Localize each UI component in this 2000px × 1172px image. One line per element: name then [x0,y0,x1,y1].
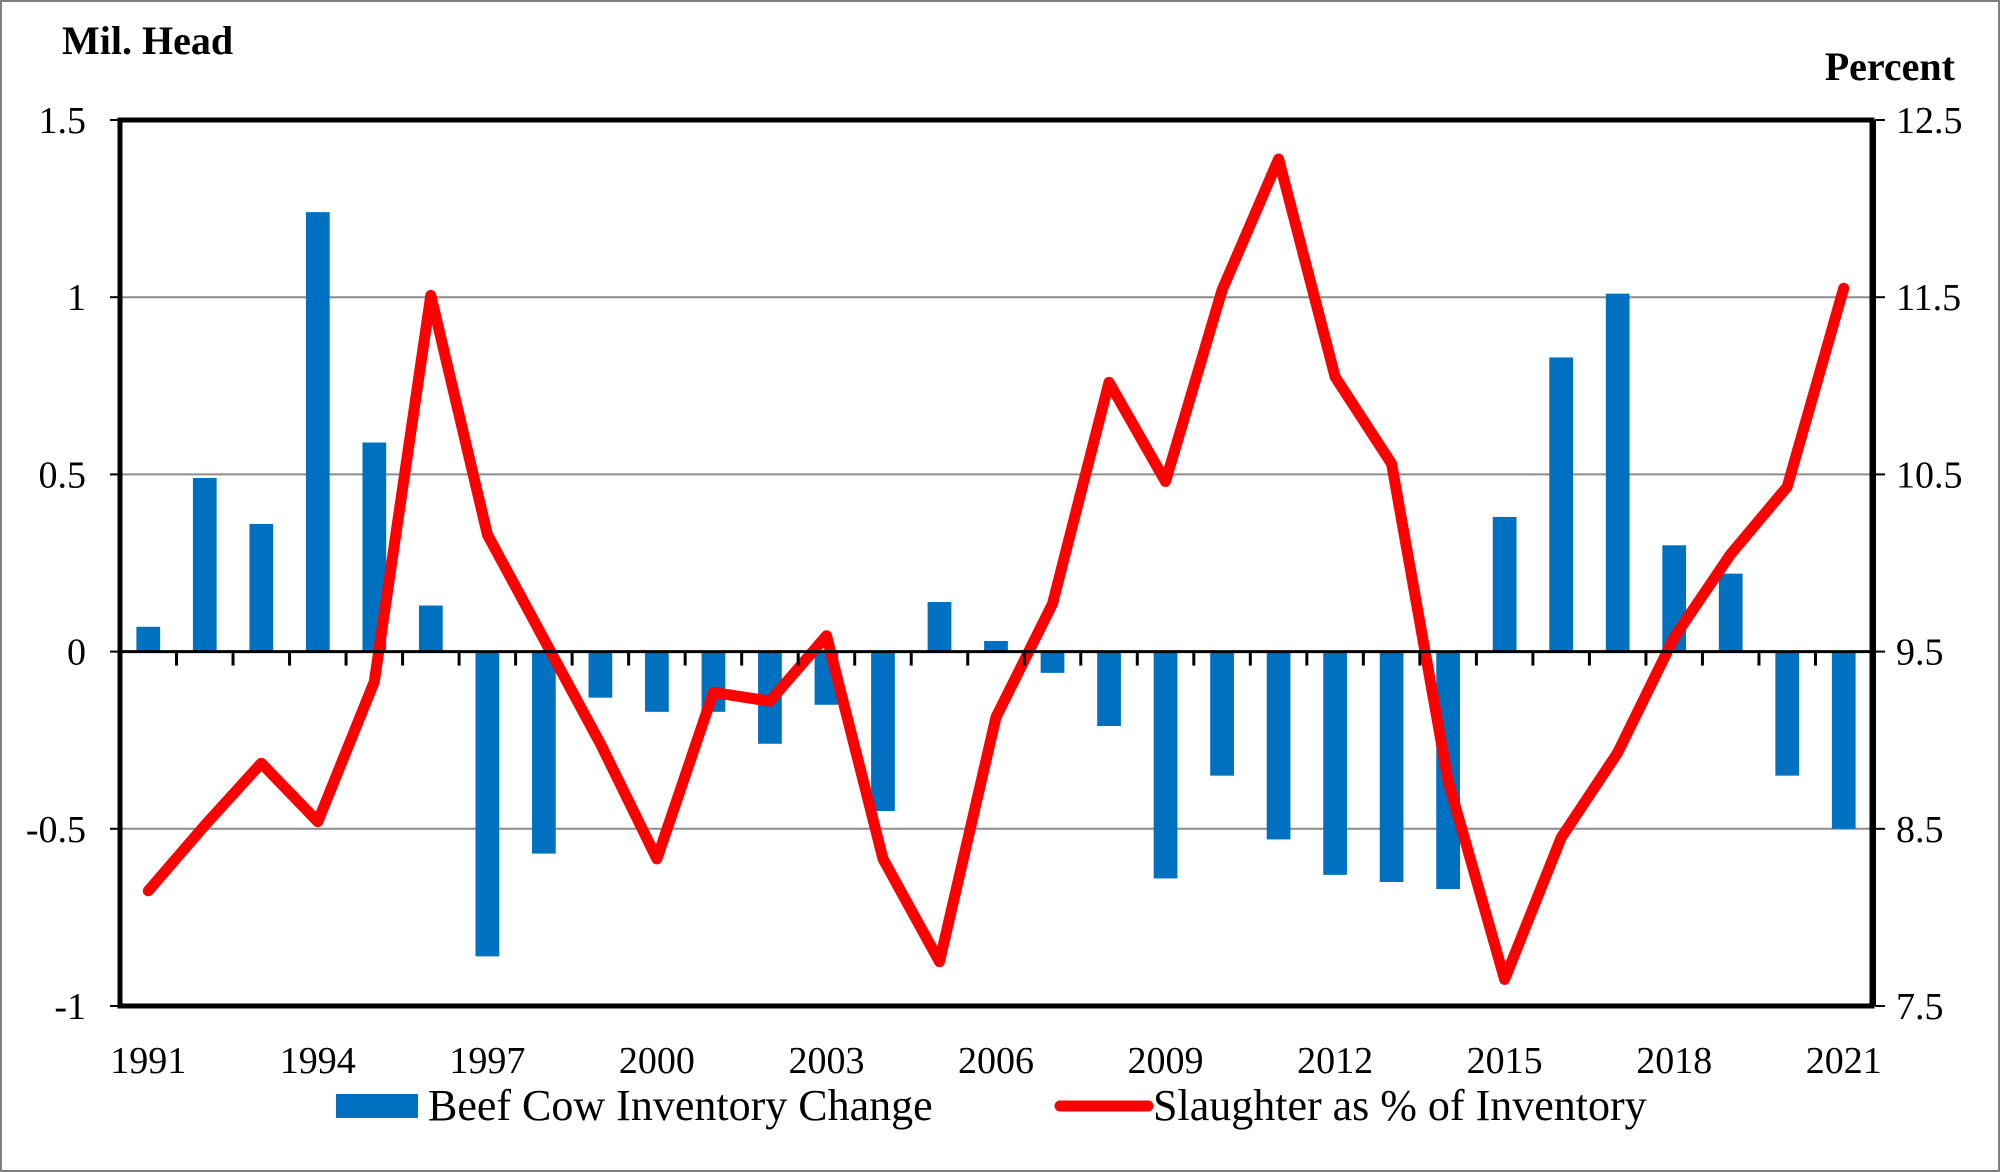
bar-2006 [984,640,1008,652]
bar-1999 [588,651,613,698]
right-tick-label: 11.5 [1896,277,1961,319]
left-tick-label: 1 [67,277,86,319]
bar-2010 [1210,651,1234,776]
slaughter-line [142,153,1850,985]
left-tick-label: 0.5 [39,454,87,496]
legend-label-slaughter-percent: Slaughter as % of Inventory [1153,1081,1647,1130]
x-tick-label: 1991 [110,1040,186,1082]
bar-2000 [645,651,669,712]
x-tick-label: 1997 [449,1040,525,1082]
bar-1995 [362,442,387,652]
bar-2007 [1040,651,1065,673]
bar-1997 [475,651,500,957]
bar-2017 [1605,293,1630,652]
right-tick-label: 12.5 [1896,100,1963,142]
left-tick-label: -0.5 [26,809,86,851]
x-tick-label: 1994 [280,1040,356,1082]
bar-2012 [1323,651,1347,875]
bar-1998 [532,651,556,854]
legend-label-inventory-change: Beef Cow Inventory Change [428,1081,933,1130]
bar-1994 [305,212,330,652]
x-tick-label: 2003 [788,1040,864,1082]
legend: Beef Cow Inventory Change Slaughter as %… [336,1081,1647,1130]
bar-2020 [1775,651,1800,776]
right-tick-label: 8.5 [1896,809,1944,851]
x-tick-label: 2006 [958,1040,1034,1082]
legend-swatch-inventory-change [336,1094,418,1118]
x-tick-label: 2018 [1636,1040,1712,1082]
bar-2019 [1718,573,1743,652]
left-tick-label: 0 [67,632,86,674]
bar-2015 [1492,516,1517,652]
bar-1993 [249,524,274,652]
x-tick-label: 2015 [1467,1040,1543,1082]
bar-2013 [1379,651,1404,882]
bar-2008 [1097,651,1121,727]
bar-2009 [1153,651,1178,879]
line-series-slaughter-percent [142,153,1850,985]
bar-1992 [192,477,217,652]
x-tick-label: 2012 [1297,1040,1373,1082]
bar-2021 [1831,651,1856,829]
left-tick-label: -1 [54,986,86,1028]
axes [110,117,1885,1009]
bar-1991 [136,626,161,652]
right-tick-label: 7.5 [1896,986,1944,1028]
bar-2016 [1549,357,1574,652]
bar-2011 [1266,651,1291,840]
right-axis-label: Percent [1825,44,1956,89]
right-tick-label: 9.5 [1896,632,1944,674]
x-tick-label: 2021 [1806,1040,1882,1082]
plot-border [117,117,1875,1009]
bar-series-inventory-change [136,212,1856,957]
right-tick-label: 10.5 [1896,454,1963,496]
bar-2005 [927,601,952,652]
left-axis-label: Mil. Head [62,18,233,63]
bar-2004 [871,651,895,812]
left-tick-label: 1.5 [39,100,87,142]
bar-1996 [418,605,443,652]
x-tick-label: 2009 [1128,1040,1204,1082]
x-tick-label: 2000 [619,1040,695,1082]
